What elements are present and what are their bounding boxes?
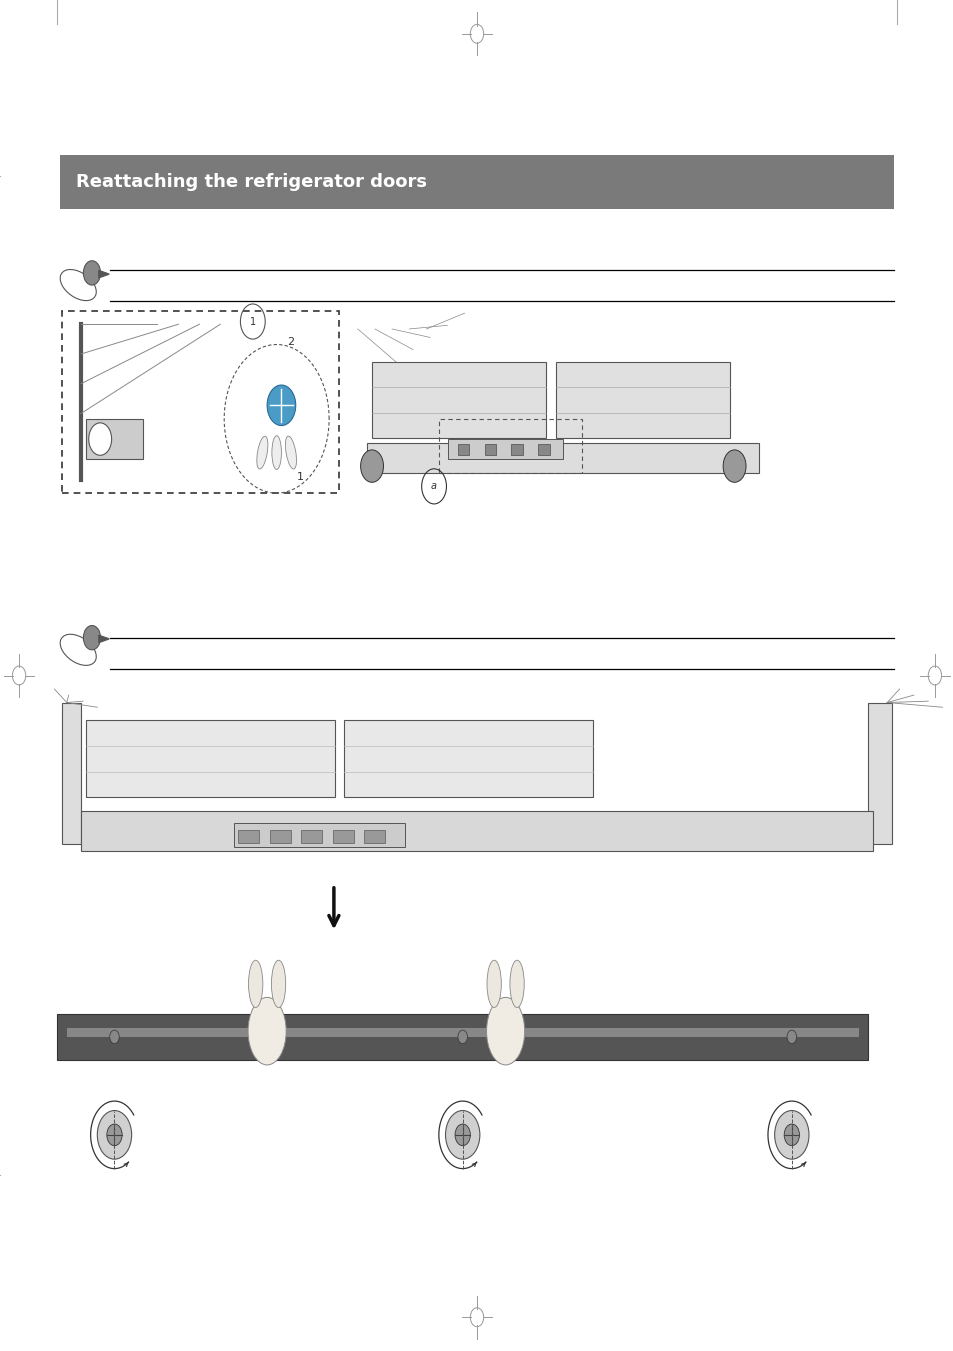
Ellipse shape (248, 961, 263, 1008)
Circle shape (83, 261, 100, 285)
Bar (81, 811, 872, 851)
Polygon shape (99, 270, 109, 278)
Bar (238, 830, 259, 843)
Bar (86, 419, 143, 459)
Circle shape (445, 1111, 479, 1159)
Circle shape (89, 423, 112, 455)
Bar (233, 823, 405, 847)
Ellipse shape (60, 269, 96, 301)
Text: Reattaching the refrigerator doors: Reattaching the refrigerator doors (76, 173, 427, 192)
Bar (867, 703, 891, 844)
Circle shape (267, 385, 295, 426)
Ellipse shape (272, 961, 286, 1008)
Circle shape (107, 1124, 122, 1146)
Circle shape (774, 1111, 808, 1159)
Ellipse shape (510, 961, 524, 1008)
Bar (448, 439, 562, 459)
Ellipse shape (487, 961, 501, 1008)
Circle shape (360, 450, 383, 482)
Bar (344, 720, 593, 797)
Bar (62, 311, 338, 493)
Ellipse shape (272, 435, 281, 470)
Polygon shape (99, 635, 109, 643)
Circle shape (110, 1029, 119, 1043)
Ellipse shape (256, 436, 268, 469)
Bar (372, 362, 545, 438)
Ellipse shape (60, 634, 96, 666)
Ellipse shape (486, 997, 524, 1065)
Circle shape (455, 1124, 470, 1146)
Bar (457, 444, 469, 455)
Bar (537, 444, 549, 455)
Bar (333, 830, 354, 843)
Text: 1: 1 (296, 471, 304, 481)
Ellipse shape (248, 997, 286, 1065)
Bar (62, 703, 81, 844)
Circle shape (783, 1124, 799, 1146)
Bar (484, 444, 496, 455)
Bar (67, 1028, 858, 1038)
Circle shape (786, 1029, 796, 1043)
Text: 1: 1 (250, 316, 255, 327)
Bar (60, 155, 893, 209)
Circle shape (83, 626, 100, 650)
Bar (86, 720, 335, 797)
Bar (511, 444, 522, 455)
Ellipse shape (285, 436, 296, 469)
Circle shape (722, 450, 745, 482)
Bar (301, 830, 322, 843)
Text: 2: 2 (287, 336, 294, 346)
Bar (270, 830, 291, 843)
Bar (367, 443, 758, 473)
Bar (555, 362, 729, 438)
Text: a: a (431, 481, 436, 492)
Bar (438, 419, 581, 473)
Circle shape (457, 1029, 467, 1043)
Bar (364, 830, 385, 843)
Bar (57, 1013, 867, 1059)
Circle shape (97, 1111, 132, 1159)
